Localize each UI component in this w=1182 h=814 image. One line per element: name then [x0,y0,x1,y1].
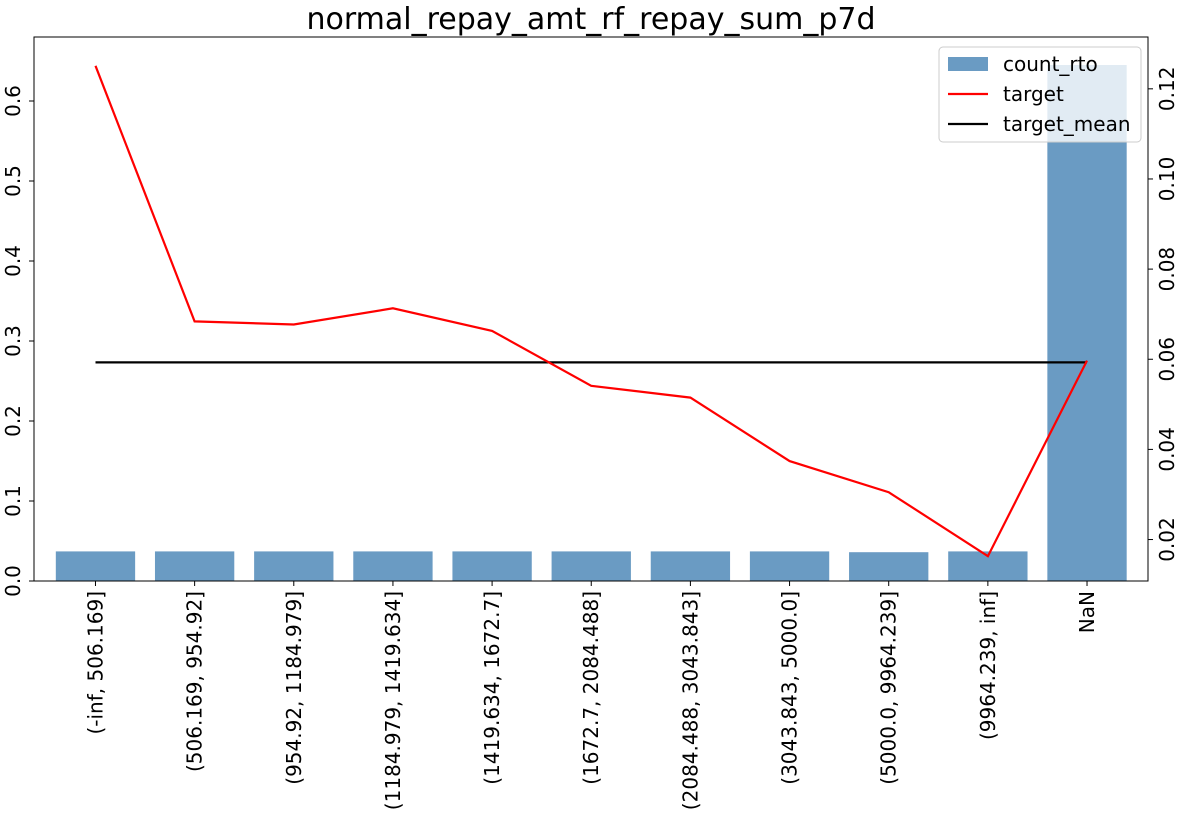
bar-10 [1047,65,1127,581]
x-tick-label-6: (2084.488, 3043.843] [678,591,702,810]
left-tick-label-5: 0.5 [1,165,25,197]
x-tick-label-10: NaN [1075,591,1099,633]
legend-swatch-count_rto [948,57,988,71]
left-tick-label-3: 0.3 [1,325,25,357]
right-tick-label-2: 0.06 [1155,337,1179,382]
bar-7 [749,551,830,581]
bar-6 [650,551,731,581]
line-target [94,65,1088,558]
bar-4 [452,551,532,581]
x-tick-label-2: (954.92, 1184.979] [282,591,306,785]
x-tick-label-9: (9964.239, inf] [976,591,1000,740]
bar-8 [849,552,929,581]
right-tick-label-4: 0.10 [1155,157,1179,202]
x-tick-label-3: (1184.979, 1419.634] [381,591,405,810]
legend-label-target_mean: target_mean [1003,112,1131,136]
legend-box [938,46,1142,143]
x-tick-label-8: (5000.0, 9964.239] [877,591,901,785]
right-tick-label-1: 0.04 [1155,427,1179,472]
bar-5 [551,551,631,581]
left-tick-label-4: 0.4 [1,245,25,277]
right-tick-label-3: 0.08 [1155,247,1179,292]
left-tick-label-0: 0.0 [1,565,25,597]
x-tick-label-0: (-inf, 506.169] [83,591,107,735]
right-tick-label-0: 0.02 [1155,517,1179,562]
bar-2 [254,551,334,581]
bar-1 [154,551,235,581]
right-tick-label-5: 0.12 [1155,67,1179,112]
x-tick-label-1: (506.169, 954.92] [183,591,207,772]
bar-3 [353,551,433,581]
x-tick-label-5: (1672.7, 2084.488] [579,591,603,785]
x-tick-label-7: (3043.843, 5000.0] [778,591,802,785]
legend-label-target: target [1003,82,1064,106]
left-tick-label-2: 0.2 [1,405,25,437]
left-tick-label-6: 0.6 [1,85,25,117]
bar-0 [55,551,136,581]
x-tick-label-4: (1419.634, 1672.7] [480,591,504,785]
chart-title: normal_repay_amt_rf_repay_sum_p7d [306,2,876,37]
left-tick-label-1: 0.1 [1,485,25,517]
legend-label-count_rto: count_rto [1003,52,1098,76]
